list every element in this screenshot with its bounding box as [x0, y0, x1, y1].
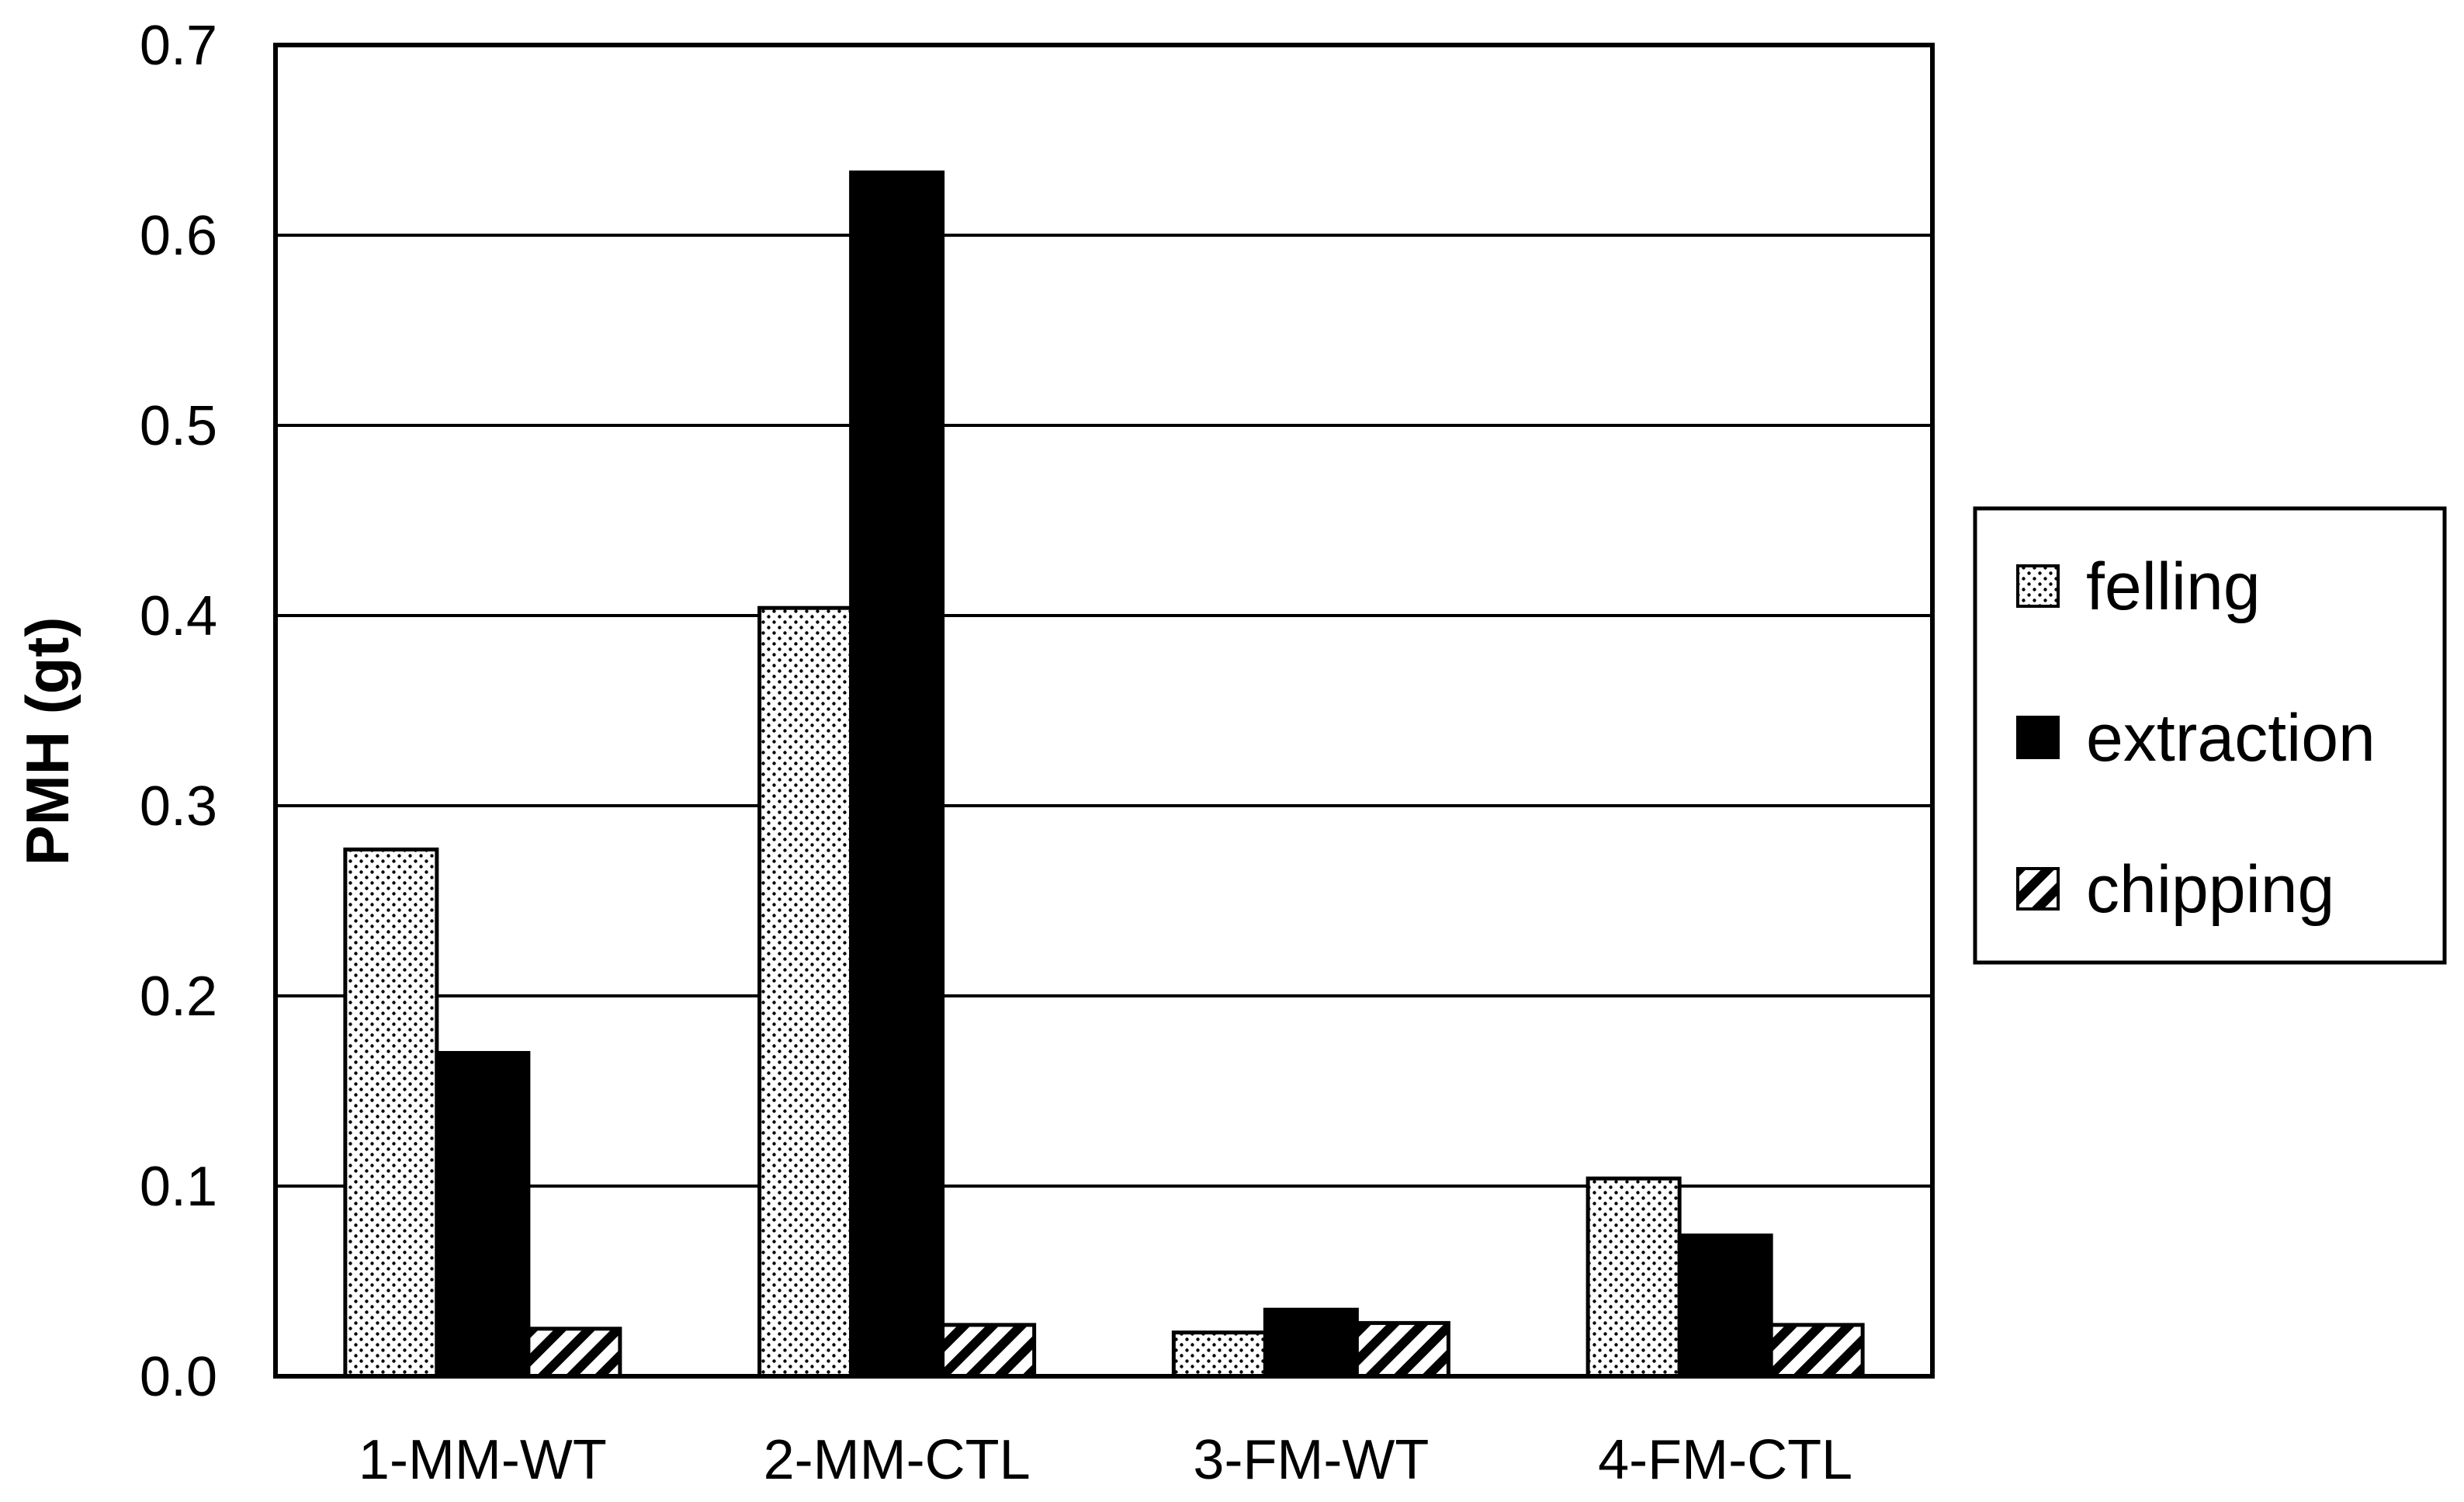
y-axis-title: PMH (gt)	[13, 617, 81, 866]
x-category-label: 2-MM-CTL	[764, 1429, 1031, 1491]
bar-chipping-2-MM-CTL	[941, 1323, 1037, 1379]
x-axis-categories: 1-MM-WT 2-MM-CTL 3-FM-WT 4-FM-CTL	[359, 1429, 1852, 1491]
gridlines	[276, 43, 1932, 1378]
bar-extraction-2-MM-CTL	[849, 170, 945, 1379]
y-tick-label: 0.6	[140, 205, 217, 267]
legend-swatch-extraction	[2016, 716, 2060, 759]
y-tick-label: 0.1	[140, 1156, 217, 1218]
y-tick-label: 0.3	[140, 775, 217, 838]
bar-felling-3-FM-WT	[1171, 1330, 1267, 1379]
bars	[343, 170, 1865, 1379]
plot-area-frame	[273, 43, 1935, 1379]
x-category-label: 3-FM-WT	[1193, 1429, 1429, 1491]
y-tick-label: 0.4	[140, 585, 217, 647]
x-category-label: 1-MM-WT	[359, 1429, 607, 1491]
legend: felling extraction chipping	[1973, 506, 2447, 965]
bar-chipping-3-FM-WT	[1354, 1320, 1450, 1379]
legend-label-felling: felling	[2086, 550, 2261, 624]
y-axis-ticks: 0.0 0.1 0.2 0.3 0.4 0.5 0.6 0.7	[140, 15, 217, 1408]
y-tick-label: 0.5	[140, 395, 217, 457]
bar-extraction-4-FM-CTL	[1677, 1233, 1773, 1379]
bar-felling-4-FM-CTL	[1585, 1176, 1682, 1379]
y-tick-label: 0.0	[140, 1346, 217, 1408]
x-category-label: 4-FM-CTL	[1598, 1429, 1852, 1491]
legend-label-chipping: chipping	[2086, 852, 2334, 927]
legend-label-extraction: extraction	[2086, 701, 2376, 775]
bar-chipping-1-MM-WT	[526, 1327, 622, 1379]
bar-extraction-3-FM-WT	[1263, 1307, 1359, 1379]
bar-chipping-4-FM-CTL	[1769, 1323, 1865, 1379]
legend-swatch-chipping	[2016, 867, 2060, 911]
legend-swatch-felling	[2016, 564, 2060, 608]
bar-felling-1-MM-WT	[343, 847, 439, 1379]
y-tick-label: 0.7	[140, 15, 217, 77]
bar-extraction-1-MM-WT	[435, 1051, 531, 1379]
bar-felling-2-MM-CTL	[757, 605, 854, 1379]
y-tick-label: 0.2	[140, 966, 217, 1028]
